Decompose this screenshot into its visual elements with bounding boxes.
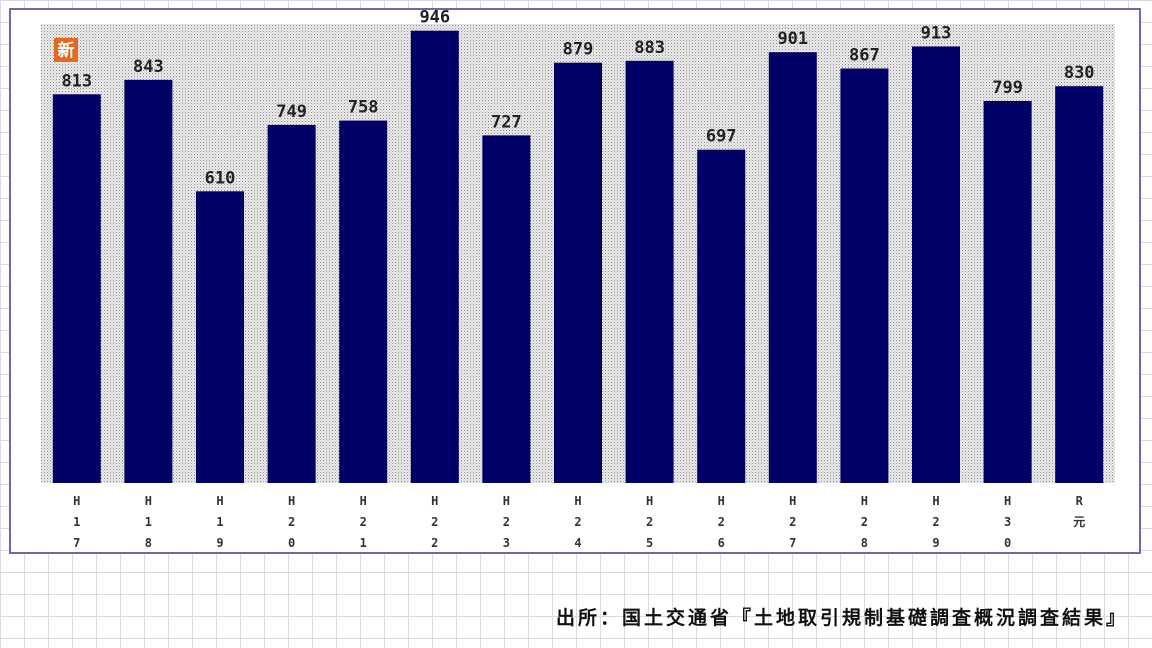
value-label-H27: 901	[777, 29, 808, 49]
bar-H21	[339, 120, 388, 483]
value-label-H18: 843	[133, 57, 164, 77]
value-label-H30: 799	[992, 78, 1023, 98]
bar-chart: 813 843 610 749 758 946 727 879 883 697 901 867 913 7…	[41, 10, 1115, 550]
value-label-H23: 727	[491, 112, 522, 132]
bar-H27	[768, 52, 817, 483]
source-note: 出所：国土交通省『土地取引規制基礎調査概況調査結果』	[555, 607, 1128, 629]
bar-H23	[482, 135, 531, 483]
bar-H19	[196, 191, 244, 484]
bar-H17	[52, 94, 101, 484]
bar-H29	[912, 46, 960, 483]
value-label-H21: 758	[348, 98, 379, 118]
value-label-H28: 867	[849, 46, 880, 66]
value-label-H19: 610	[205, 168, 236, 188]
bar-H26	[697, 149, 746, 483]
bar-H22	[410, 30, 459, 483]
value-label-H26: 697	[706, 127, 737, 147]
value-label-H29: 913	[921, 24, 952, 44]
value-label-H20: 749	[276, 102, 307, 122]
value-label-H24: 879	[563, 40, 594, 60]
bar-H20	[267, 124, 316, 484]
bar-H18	[124, 79, 173, 484]
bar-H30	[983, 101, 1032, 483]
value-label-H17: 813	[61, 71, 92, 91]
value-label-R元: 830	[1064, 63, 1095, 83]
new-badge-box	[54, 38, 78, 62]
new-badge: 新	[54, 38, 78, 62]
new-badge-label: 新	[58, 40, 75, 61]
value-label-H22: 946	[419, 10, 450, 28]
bar-H25	[625, 60, 674, 484]
bar-R元	[1055, 86, 1104, 483]
bar-H28	[840, 68, 889, 483]
bar-H24	[554, 62, 602, 483]
chart-frame: 813 843 610 749 758 946 727 879 883 697 901 867 913 7…	[9, 8, 1141, 554]
value-label-H25: 883	[634, 38, 665, 58]
